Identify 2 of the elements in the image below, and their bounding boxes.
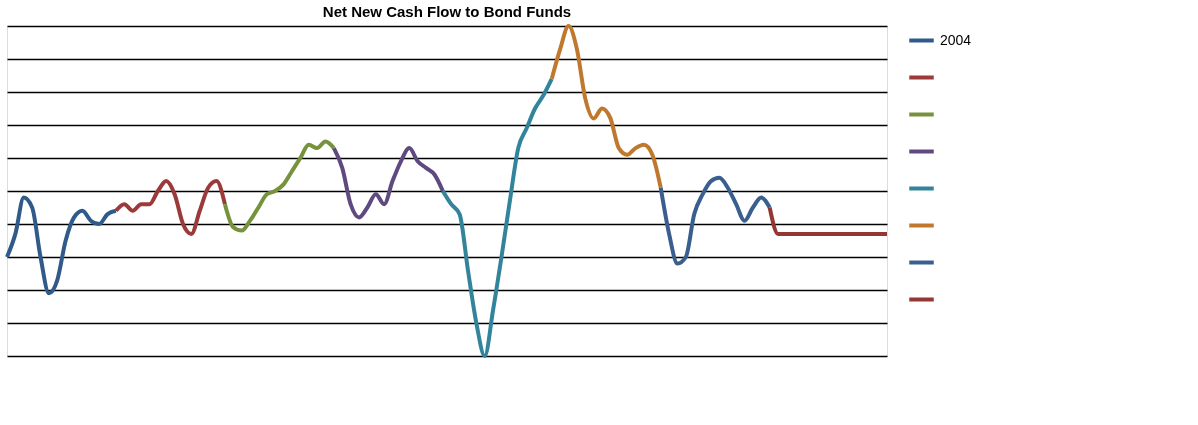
- legend-label: 2004: [940, 31, 972, 48]
- chart-title: Net New Cash Flow to Bond Funds: [322, 3, 572, 20]
